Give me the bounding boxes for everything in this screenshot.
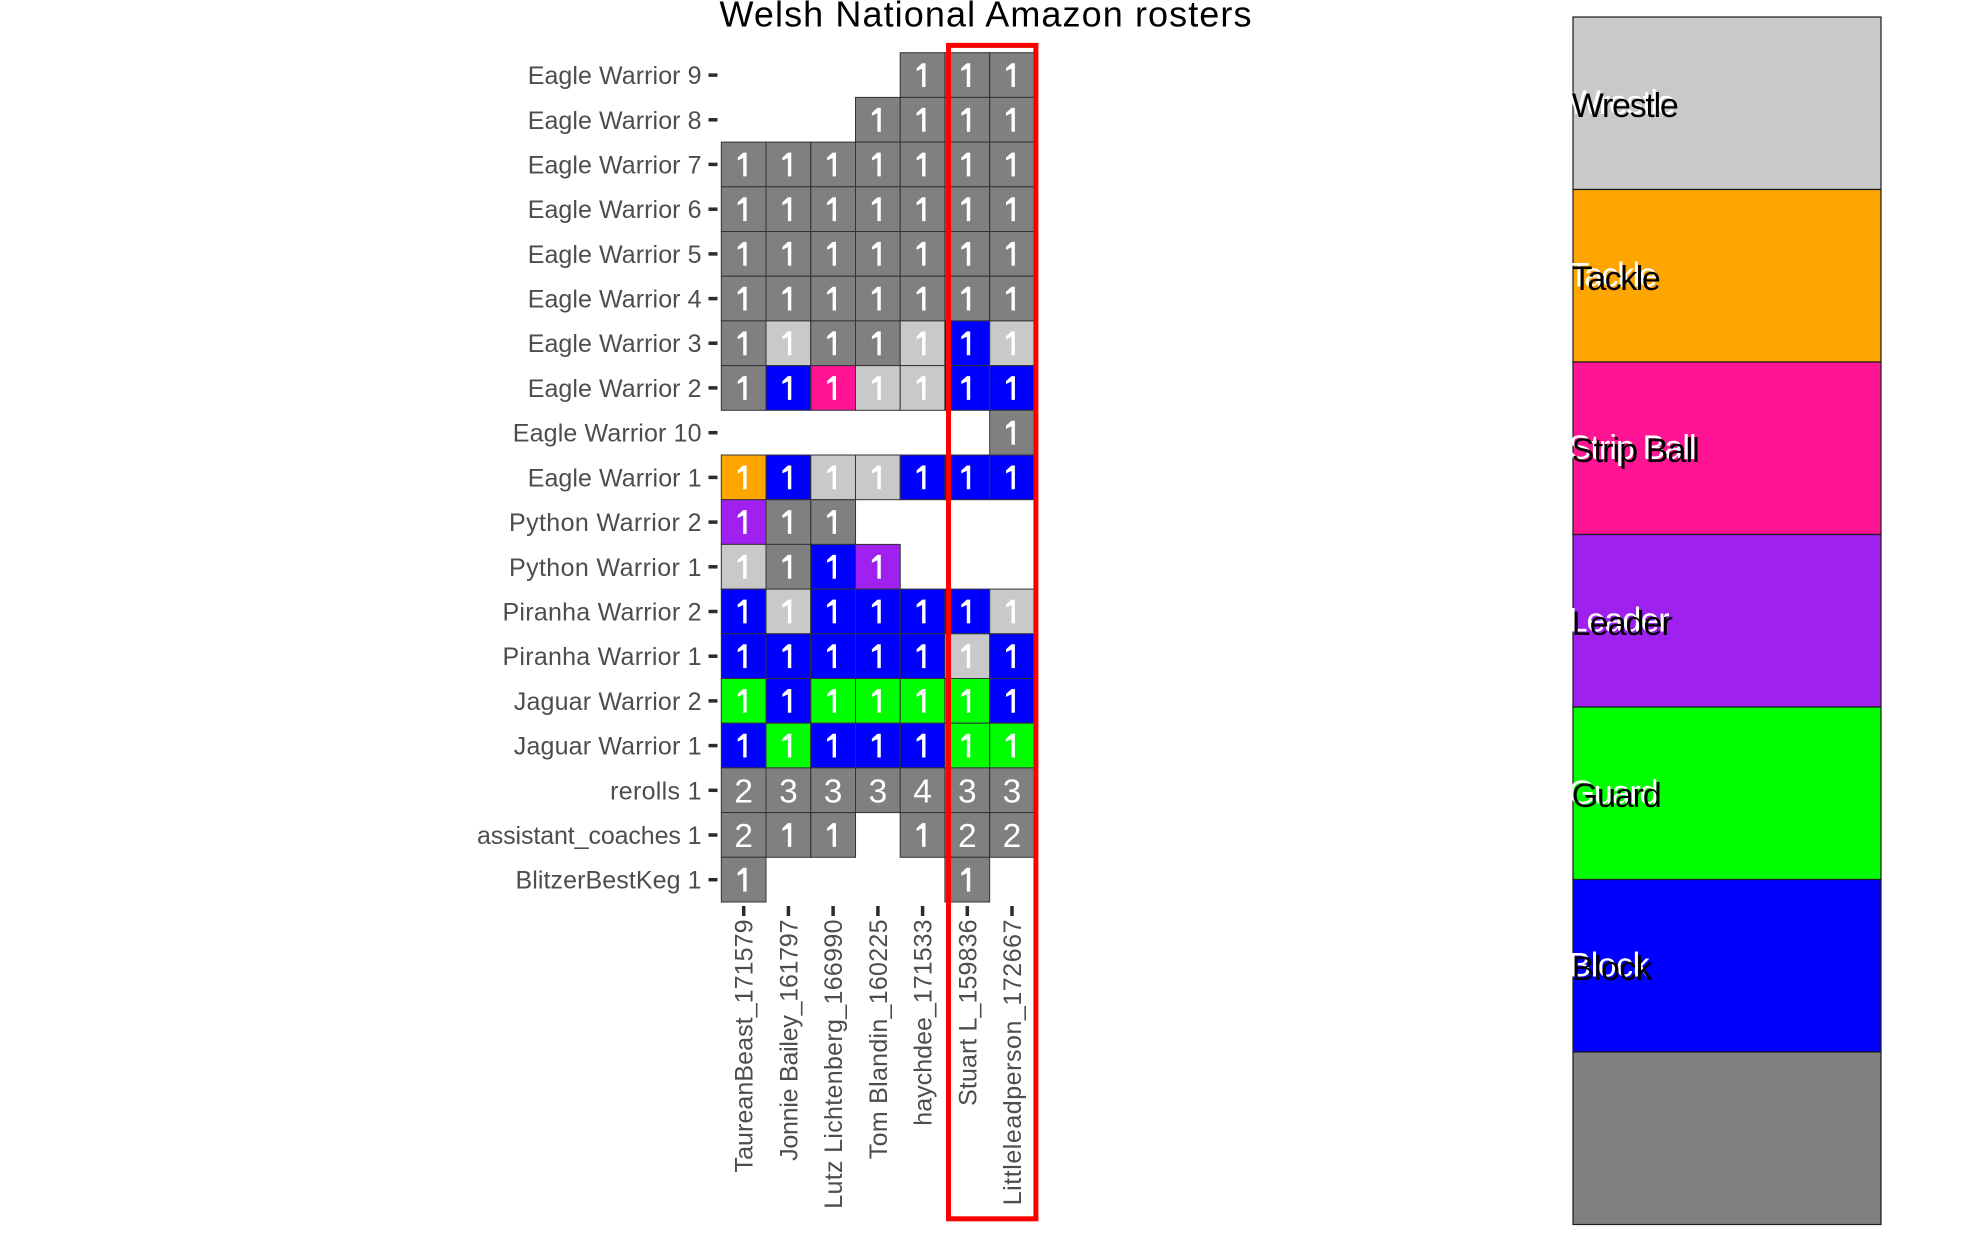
svg-text:rerolls 1: rerolls 1 xyxy=(610,777,701,805)
svg-text:Wrestle: Wrestle xyxy=(1572,87,1679,125)
svg-text:Piranha Warrior 2: Piranha Warrior 2 xyxy=(503,599,702,627)
svg-text:Eagle Warrior 3: Eagle Warrior 3 xyxy=(528,330,702,358)
svg-text:Piranha Warrior 1: Piranha Warrior 1 xyxy=(503,643,702,671)
svg-text:3: 3 xyxy=(824,773,843,810)
svg-text:Jaguar Warrior 2: Jaguar Warrior 2 xyxy=(514,688,702,716)
svg-text:Jonnie Bailey_161797: Jonnie Bailey_161797 xyxy=(775,920,803,1161)
svg-text:Strip Ball: Strip Ball xyxy=(1572,432,1700,470)
svg-text:3: 3 xyxy=(958,773,977,810)
svg-text:3: 3 xyxy=(779,773,798,810)
svg-text:Littleleadperson_172667: Littleleadperson_172667 xyxy=(999,920,1027,1206)
svg-text:Eagle Warrior 5: Eagle Warrior 5 xyxy=(528,241,702,269)
svg-text:Eagle Warrior 2: Eagle Warrior 2 xyxy=(528,375,702,403)
svg-text:Tom Blandin_160225: Tom Blandin_160225 xyxy=(865,920,893,1160)
svg-text:3: 3 xyxy=(1003,773,1022,810)
svg-text:2: 2 xyxy=(734,818,753,855)
svg-text:Stuart L_159836: Stuart L_159836 xyxy=(954,920,982,1106)
svg-text:3: 3 xyxy=(869,773,888,810)
svg-text:BlitzerBestKeg 1: BlitzerBestKeg 1 xyxy=(516,867,702,895)
svg-text:TaureanBeast_171579: TaureanBeast_171579 xyxy=(731,920,759,1173)
svg-text:Eagle Warrior 1: Eagle Warrior 1 xyxy=(528,464,702,492)
svg-text:Wrestle: Wrestle xyxy=(1569,84,1676,122)
svg-text:haychdee_171533: haychdee_171533 xyxy=(910,920,938,1126)
svg-text:Python Warrior 1: Python Warrior 1 xyxy=(509,554,702,582)
svg-text:Strip Ball: Strip Ball xyxy=(1569,429,1697,467)
svg-text:Python Warrior 2: Python Warrior 2 xyxy=(509,509,702,537)
svg-text:2: 2 xyxy=(1003,818,1022,855)
svg-text:assistant_coaches 1: assistant_coaches 1 xyxy=(477,822,702,850)
svg-text:2: 2 xyxy=(734,773,753,810)
svg-text:Tackle: Tackle xyxy=(1569,257,1658,295)
svg-text:2: 2 xyxy=(958,818,977,855)
svg-text:Eagle Warrior 4: Eagle Warrior 4 xyxy=(528,286,702,314)
svg-text:Lutz Lichtenberg_166990: Lutz Lichtenberg_166990 xyxy=(820,920,848,1209)
svg-text:Guard: Guard xyxy=(1569,774,1659,812)
svg-text:Block: Block xyxy=(1572,950,1654,988)
svg-text:Eagle Warrior 7: Eagle Warrior 7 xyxy=(528,151,702,179)
svg-text:Eagle Warrior 8: Eagle Warrior 8 xyxy=(528,107,702,135)
svg-text:Tackle: Tackle xyxy=(1572,260,1661,298)
svg-text:Eagle Warrior 9: Eagle Warrior 9 xyxy=(528,62,702,90)
svg-text:Leader: Leader xyxy=(1572,605,1673,643)
svg-text:Jaguar Warrior 1: Jaguar Warrior 1 xyxy=(514,733,702,761)
svg-text:Eagle Warrior 10: Eagle Warrior 10 xyxy=(513,420,702,448)
svg-text:Guard: Guard xyxy=(1572,777,1662,815)
svg-text:Leader: Leader xyxy=(1569,602,1670,640)
svg-text:4: 4 xyxy=(913,773,932,810)
svg-text:Block: Block xyxy=(1569,947,1651,985)
svg-text:Eagle Warrior 6: Eagle Warrior 6 xyxy=(528,196,702,224)
svg-text:Welsh National Amazon rosters: Welsh National Amazon rosters xyxy=(720,0,1252,35)
